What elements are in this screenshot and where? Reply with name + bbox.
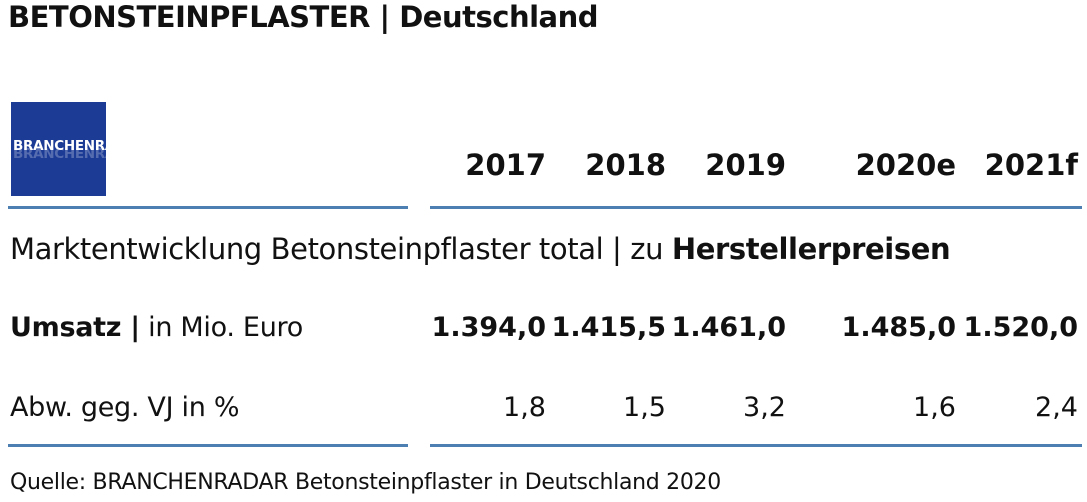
header-rule-right <box>430 206 1082 209</box>
row-label-abweichung: Abw. geg. VJ in % <box>10 392 240 423</box>
year-header-2018: 2018 <box>585 148 666 182</box>
value-abweichung-2018: 1,5 <box>623 392 666 423</box>
branchenradar-logo: BRANCHENRADAR BRANCHENRADAR <box>11 102 146 196</box>
year-header-2021f: 2021f <box>984 148 1078 182</box>
value-umsatz-2021f: 1.520,0 <box>963 312 1078 343</box>
value-umsatz-2020e: 1.485,0 <box>841 312 956 343</box>
value-umsatz-2019: 1.461,0 <box>671 312 786 343</box>
value-umsatz-2018: 1.415,5 <box>551 312 666 343</box>
source-note: Quelle: BRANCHENRADAR Betonsteinpflaster… <box>10 470 721 495</box>
value-abweichung-2020e: 1,6 <box>913 392 956 423</box>
logo-text: BRANCHENRADAR <box>13 138 146 154</box>
footer-rule-right <box>430 444 1082 447</box>
table-subtitle: Marktentwicklung Betonsteinpflaster tota… <box>10 232 951 266</box>
year-header-2020e: 2020e <box>855 148 956 182</box>
footer-rule-left <box>8 444 408 447</box>
logo-text-part1: BRANCHEN <box>13 138 95 154</box>
year-header-2017: 2017 <box>465 148 546 182</box>
value-abweichung-2021f: 2,4 <box>1035 392 1078 423</box>
value-abweichung-2017: 1,8 <box>503 392 546 423</box>
year-header-2019: 2019 <box>705 148 786 182</box>
logo-text-part2: RADAR <box>94 138 147 154</box>
row-label-umsatz: Umsatz | in Mio. Euro <box>10 312 303 343</box>
page-title: BETONSTEINPFLASTER | Deutschland <box>8 0 599 34</box>
logo-shadow: BRANCHENRADAR <box>13 146 147 162</box>
value-umsatz-2017: 1.394,0 <box>431 312 546 343</box>
value-abweichung-2019: 3,2 <box>743 392 786 423</box>
header-rule-left <box>8 206 408 209</box>
